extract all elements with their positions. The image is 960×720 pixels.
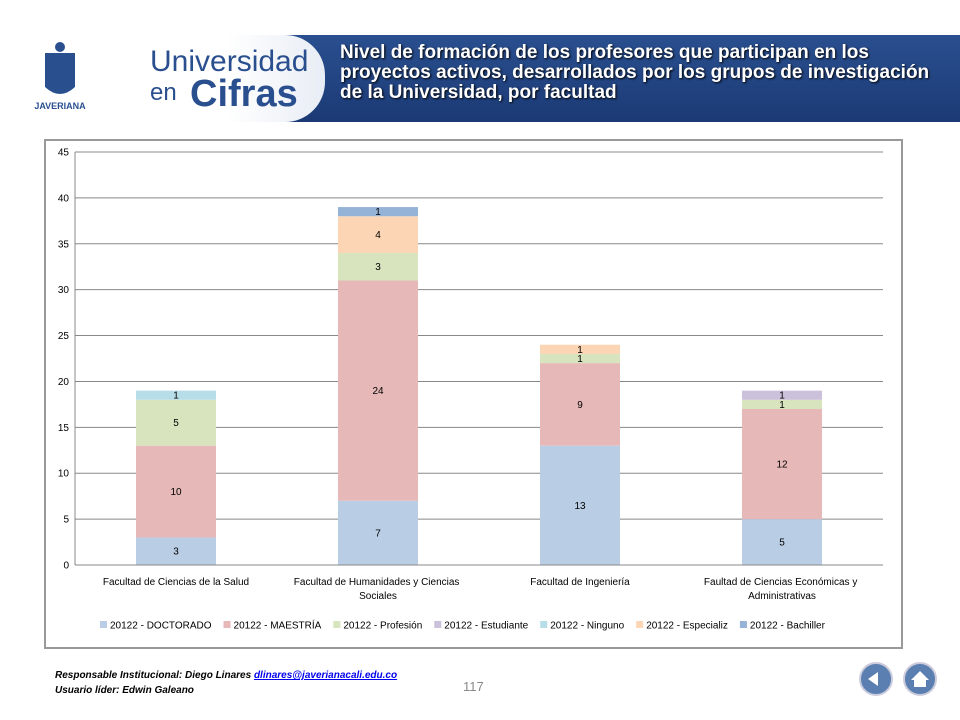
title: Nivel de formación de los profesores que…	[340, 42, 930, 103]
bar-segment	[338, 216, 418, 253]
legend-label: 20122 - Especializ	[646, 621, 728, 632]
data-label: 7	[375, 528, 381, 539]
legend-swatch	[739, 621, 747, 628]
y-tick-label: 40	[58, 193, 70, 204]
bar-segment	[540, 363, 620, 446]
brand-en: en	[150, 79, 177, 106]
legend-swatch	[540, 621, 548, 628]
bar-segment	[742, 399, 822, 409]
legend-swatch	[434, 621, 442, 628]
data-label: 3	[375, 262, 381, 273]
bar-segment	[540, 445, 620, 565]
y-tick-label: 45	[58, 148, 70, 159]
bar-segment	[338, 500, 418, 565]
brand-cifras: Cifras	[190, 73, 298, 115]
footer-leader: Usuario líder: Edwin Galeano	[55, 685, 194, 696]
bar-segment	[136, 390, 216, 400]
data-label: 24	[372, 386, 384, 397]
legend-label: 20122 - Estudiante	[444, 621, 528, 632]
data-label: 9	[577, 400, 583, 411]
legend-swatch	[636, 621, 644, 628]
x-tick-label: Facultad de Ingeniería	[530, 577, 630, 588]
legend-label: 20122 - Ninguno	[550, 621, 624, 632]
bar-segment	[136, 537, 216, 565]
nav-buttons	[859, 662, 937, 696]
responsible: Responsable Institucional: Diego Linares	[55, 670, 252, 681]
data-label: 10	[170, 487, 182, 498]
logo: JAVERIANA Universidad en Cifras	[0, 35, 325, 122]
bar-segment	[540, 344, 620, 354]
legend-label: 20122 - Profesión	[343, 621, 422, 632]
bar-segment	[136, 399, 216, 446]
data-label: 13	[574, 501, 586, 512]
data-label: 1	[577, 345, 583, 356]
logo-text: JAVERIANA	[34, 101, 86, 111]
bar-segment	[540, 353, 620, 364]
x-tick-label: Facultad de Ciencias de la Salud	[103, 577, 249, 588]
legend-swatch	[333, 621, 341, 628]
data-label: 4	[375, 230, 381, 241]
footer-responsible: Responsable Institucional: Diego Linares…	[55, 670, 397, 681]
page-number: 117	[463, 679, 484, 694]
bar-segment	[742, 408, 822, 520]
banner: JAVERIANA Universidad en Cifras Nivel de…	[0, 35, 960, 122]
legend-swatch	[100, 621, 107, 628]
y-tick-label: 15	[58, 423, 70, 434]
y-tick-label: 5	[63, 515, 69, 526]
y-tick-label: 30	[58, 285, 70, 296]
y-tick-label: 35	[58, 239, 70, 250]
bar-segment	[136, 445, 216, 538]
x-tick-label: Facultad de Humanidades y Ciencias Socia…	[294, 577, 462, 602]
data-label: 1	[779, 400, 785, 411]
legend-label: 20122 - Bachiller	[750, 621, 826, 632]
y-tick-label: 10	[58, 469, 70, 480]
bar-segment	[742, 390, 822, 400]
data-label: 5	[173, 418, 179, 429]
bar-segment	[338, 207, 418, 217]
legend-swatch	[223, 621, 231, 628]
data-label: 5	[779, 538, 785, 549]
email-link[interactable]: dlinares@javerianacali.edu.co	[253, 670, 398, 681]
data-label: 1	[577, 354, 583, 365]
x-tick-label: Faultad de Ciencias Económicas y Adminis…	[704, 577, 860, 602]
legend-label: 20122 - MAESTRÍA	[234, 619, 322, 632]
data-label: 3	[173, 547, 179, 558]
brand-top: Universidad	[150, 45, 309, 78]
crest: JAVERIANA	[34, 42, 86, 111]
y-tick-label: 0	[63, 561, 69, 572]
data-label: 1	[173, 391, 179, 402]
legend-label: 20122 - DOCTORADO	[110, 621, 212, 632]
bar-segment	[338, 252, 418, 281]
bar-segment	[742, 519, 822, 565]
data-label: 1	[779, 391, 785, 402]
y-tick-label: 25	[58, 331, 70, 342]
y-tick-label: 20	[58, 377, 70, 388]
bar-segment	[338, 280, 418, 501]
data-label: 12	[776, 460, 788, 471]
data-label: 1	[375, 207, 381, 218]
